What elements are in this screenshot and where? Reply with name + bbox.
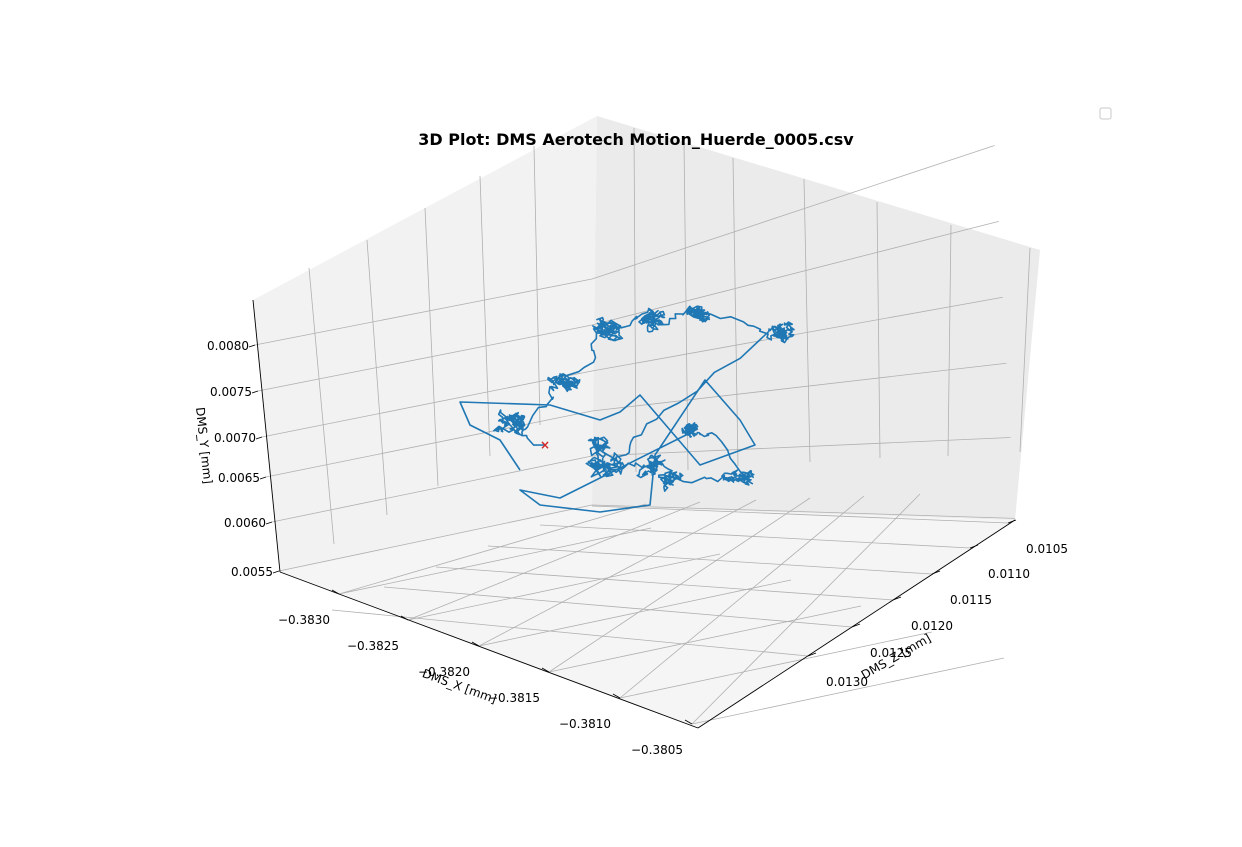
grid-lines bbox=[254, 127, 1031, 725]
series-line bbox=[459, 305, 795, 513]
back-wall-vgrid bbox=[732, 157, 739, 467]
legend-box bbox=[1099, 107, 1112, 120]
z-grid-back bbox=[591, 296, 1003, 372]
z-tick-label: 0.0060 bbox=[224, 516, 266, 530]
x-tick bbox=[612, 693, 621, 699]
x-tick-label: −0.3805 bbox=[631, 743, 683, 757]
floor-grid-x bbox=[338, 503, 647, 595]
y-tick-label: 0.0110 bbox=[988, 567, 1030, 581]
left-wall-grid bbox=[308, 267, 335, 545]
floor-grid-x bbox=[407, 501, 701, 621]
back-wall-vgrid bbox=[1019, 247, 1031, 453]
back-wall-vgrid bbox=[633, 127, 637, 473]
left-wall-grid bbox=[479, 175, 491, 457]
z-axis-label: DMS_Y [mm] bbox=[193, 407, 215, 485]
z-grid-left bbox=[261, 370, 593, 438]
z-tick bbox=[255, 436, 263, 440]
y-tick bbox=[851, 623, 861, 628]
z-tick bbox=[265, 521, 273, 525]
z-tick-label: 0.0075 bbox=[210, 385, 252, 399]
z-grid-back bbox=[591, 504, 1015, 519]
z-grid-back bbox=[591, 220, 999, 326]
x-axis-spine bbox=[279, 571, 699, 729]
floor-grid-x bbox=[478, 499, 757, 647]
x-grid-line bbox=[548, 605, 862, 673]
z-axis-spine bbox=[252, 299, 281, 573]
y-tick bbox=[807, 652, 817, 657]
y-tick-label: 0.0130 bbox=[826, 675, 868, 689]
left-wall-grid bbox=[533, 145, 541, 426]
pane-back bbox=[592, 116, 1040, 520]
x-tick-label: −0.3825 bbox=[347, 639, 399, 653]
ticks: −0.3830 −0.3825 −0.3820 −0.3815 −0.3810 −0.38… bbox=[207, 339, 1068, 757]
pane-floor bbox=[280, 506, 1015, 728]
x-grid-line bbox=[478, 579, 792, 647]
y-tick bbox=[892, 596, 902, 601]
x-tick bbox=[684, 719, 693, 725]
x-tick-label: −0.3810 bbox=[559, 717, 611, 731]
y-tick-label: 0.0105 bbox=[1026, 542, 1068, 556]
x-grid-line bbox=[691, 657, 1005, 725]
start-marker: × bbox=[540, 438, 550, 452]
x-tick-label: −0.3830 bbox=[278, 613, 330, 627]
back-wall-vgrid bbox=[876, 201, 881, 459]
x-tick bbox=[400, 615, 409, 621]
z-grid-left bbox=[271, 455, 593, 523]
z-tick bbox=[248, 344, 256, 348]
z-tick bbox=[272, 570, 280, 574]
y-tick bbox=[969, 544, 979, 549]
y-tick-label: 0.0120 bbox=[911, 619, 953, 633]
floor-grid bbox=[331, 609, 809, 657]
floor-grid bbox=[539, 524, 971, 549]
back-wall-vgrid bbox=[947, 224, 952, 457]
x-tick-label: −0.3820 bbox=[418, 665, 470, 679]
z-grid-left bbox=[278, 504, 593, 572]
floor-grid-x bbox=[619, 495, 865, 699]
floor-grid bbox=[383, 586, 853, 628]
z-grid-left bbox=[265, 410, 593, 478]
z-tick bbox=[251, 390, 259, 394]
z-tick-label: 0.0070 bbox=[214, 431, 256, 445]
z-tick-label: 0.0055 bbox=[231, 565, 273, 579]
x-tick-label: −0.3815 bbox=[488, 691, 540, 705]
floor-grid-x bbox=[548, 497, 811, 673]
z-grid-left bbox=[257, 324, 593, 392]
z-tick-label: 0.0065 bbox=[218, 471, 260, 485]
back-wall-vgrid bbox=[683, 142, 689, 471]
z-grid-back bbox=[591, 145, 995, 280]
z-tick-label: 0.0080 bbox=[207, 339, 249, 353]
x-grid-line bbox=[407, 553, 721, 621]
back-wall-vgrid bbox=[803, 178, 811, 463]
left-wall-grid bbox=[424, 207, 439, 487]
chart-title: 3D Plot: DMS Aerotech Motion_Huerde_0005… bbox=[418, 130, 854, 149]
x-tick bbox=[471, 641, 480, 647]
floor-grid bbox=[487, 545, 933, 575]
z-tick bbox=[259, 476, 267, 480]
x-tick bbox=[541, 667, 550, 673]
y-tick bbox=[931, 570, 941, 575]
z-grid-left bbox=[254, 278, 593, 346]
floor-grid bbox=[591, 505, 1009, 524]
x-grid-line bbox=[619, 631, 933, 699]
y-axis-spine bbox=[697, 519, 1016, 729]
x-grid-line bbox=[338, 527, 652, 595]
y-tick-label: 0.0125 bbox=[870, 646, 912, 660]
left-wall-grid bbox=[366, 239, 388, 516]
z-grid-back bbox=[591, 362, 1007, 412]
x-tick bbox=[331, 589, 340, 595]
y-tick-label: 0.0115 bbox=[950, 593, 992, 607]
z-grid-back bbox=[591, 437, 1011, 457]
y-tick bbox=[1007, 519, 1017, 524]
floor-grid bbox=[435, 566, 894, 601]
floor-grid-x bbox=[691, 493, 921, 725]
